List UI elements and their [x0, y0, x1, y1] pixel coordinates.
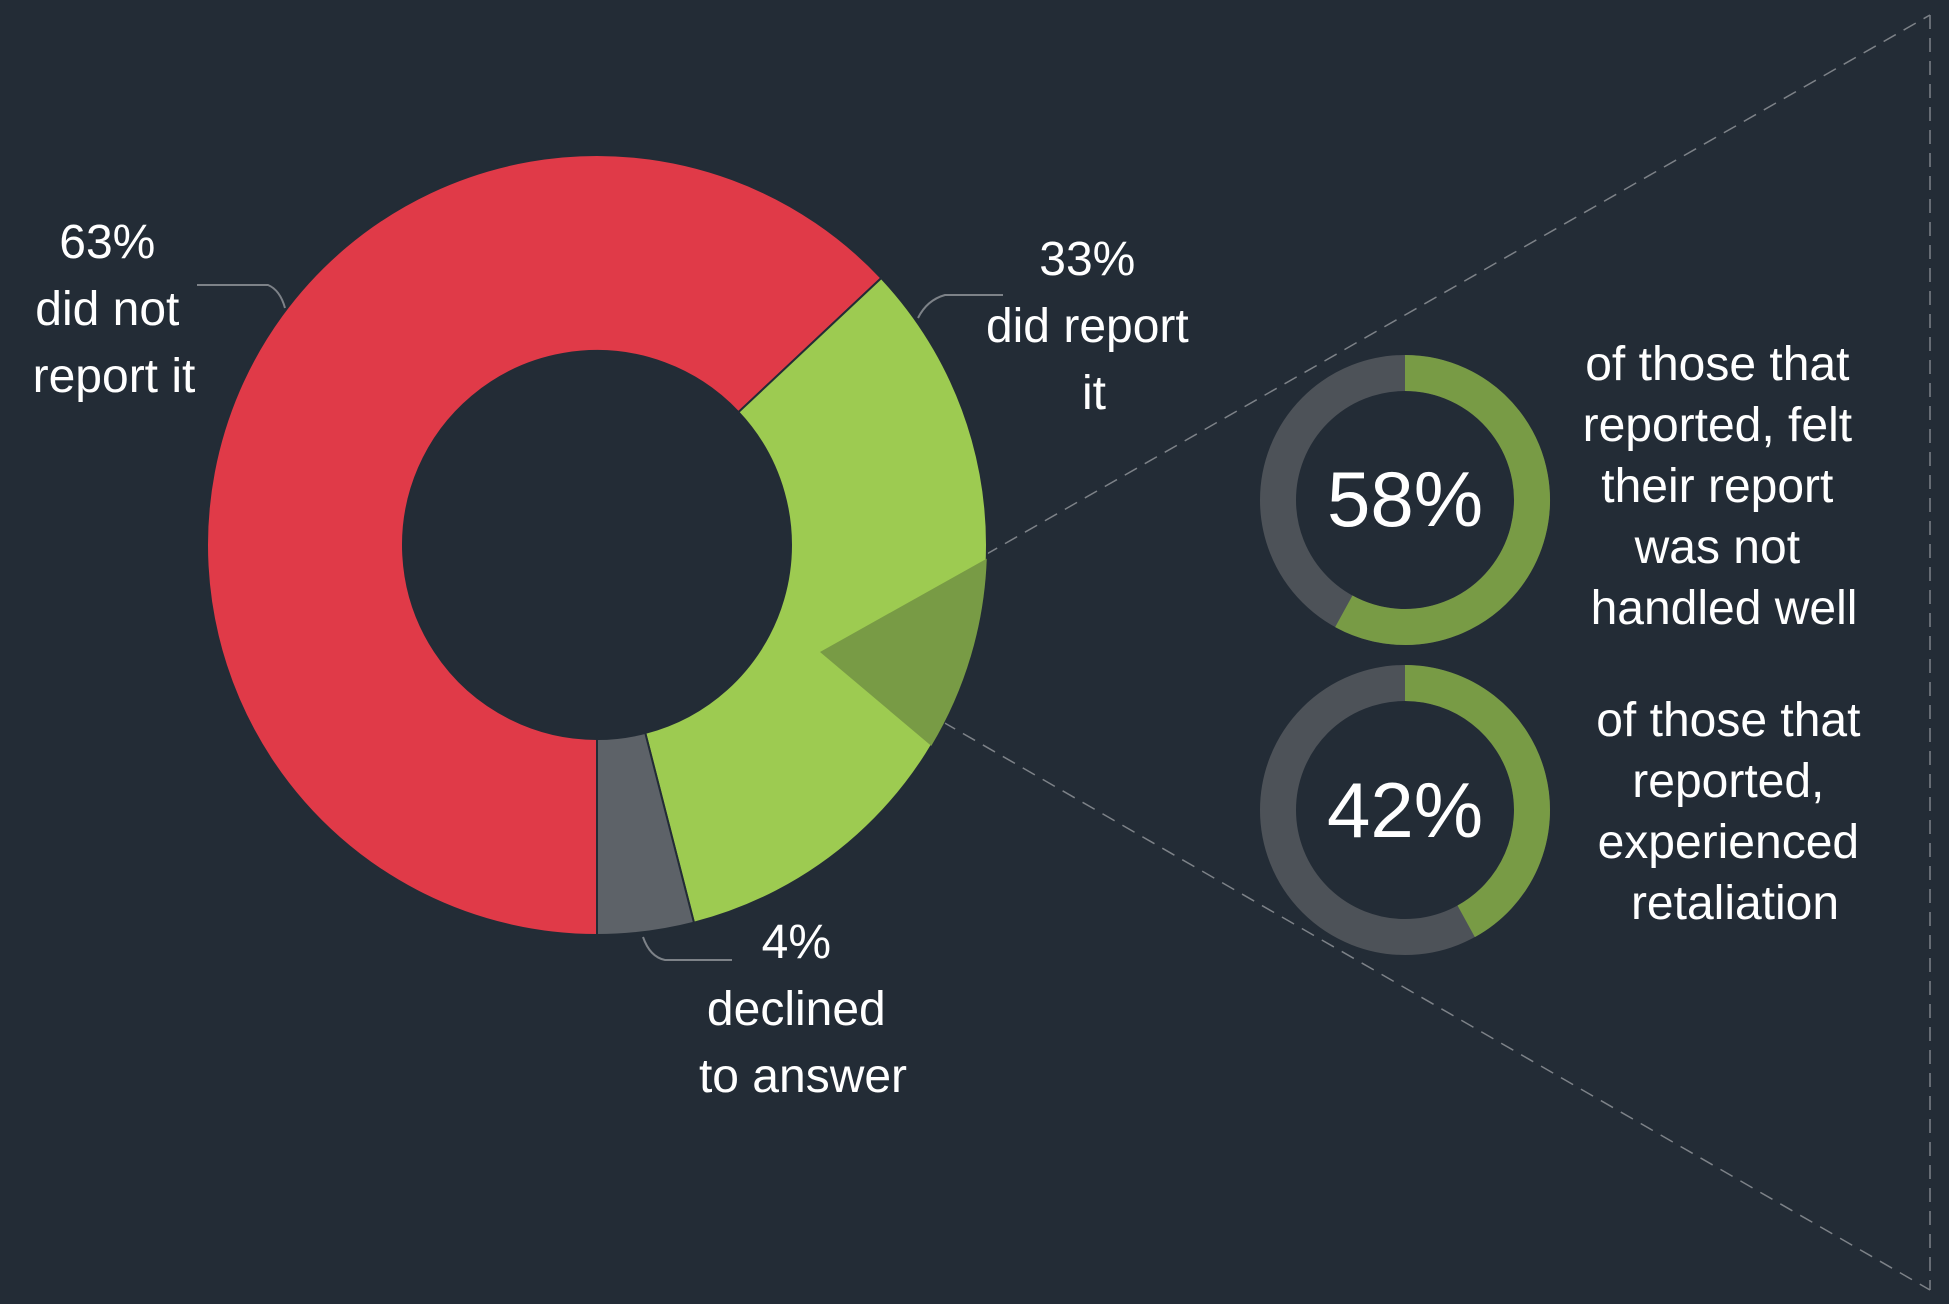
leader-line-declined: [642, 936, 732, 961]
label-did-not-report-line2: report it: [33, 350, 196, 403]
ring-fill-retaliation: [1404, 665, 1550, 938]
caption-retaliation: of those that reported, experienced reta…: [1596, 694, 1874, 930]
zoom-guide-upper: [984, 14, 1931, 556]
label-did-report-line1: did report: [986, 300, 1189, 353]
main-donut-chart: [206, 154, 988, 937]
label-declined-line2: to answer: [699, 1050, 907, 1103]
caption-not-handled-well-line2: reported, felt: [1583, 399, 1852, 452]
label-did-not-report-pct: 63%: [59, 216, 155, 269]
label-declined-line1: declined: [707, 983, 886, 1036]
leader-line-did-report: [917, 294, 1003, 319]
caption-not-handled-well-line1: of those that: [1585, 338, 1849, 391]
ring-value-not-handled-well: 58%: [1327, 455, 1483, 543]
ring-chart-not-handled-well: 58%: [1260, 355, 1550, 645]
slice-did-not-report: [206, 154, 883, 937]
slice-did-report: [644, 276, 988, 924]
ring-fill-not-handled-well: [1335, 355, 1550, 645]
ring-chart-retaliation: 42%: [1260, 665, 1550, 955]
leader-line-did-not-report: [197, 284, 286, 309]
label-did-report-line2: it: [1082, 367, 1106, 420]
caption-not-handled-well-line5: handled well: [1591, 582, 1858, 635]
ring-value-retaliation: 42%: [1327, 766, 1483, 854]
label-did-not-report-line1: did not: [35, 283, 179, 336]
label-did-not-report: 63% did not report it: [33, 216, 196, 403]
slice-declined: [596, 731, 696, 937]
caption-not-handled-well: of those that reported, felt their repor…: [1583, 338, 1866, 635]
slice-highlight-wedge: [820, 558, 987, 746]
caption-not-handled-well-line4: was not: [1634, 521, 1800, 574]
zoom-guide-lower: [942, 721, 1931, 1291]
caption-retaliation-line2: reported,: [1632, 755, 1824, 808]
caption-retaliation-line1: of those that: [1596, 694, 1860, 747]
caption-retaliation-line4: retaliation: [1631, 877, 1839, 930]
caption-retaliation-line3: experienced: [1598, 816, 1860, 869]
caption-not-handled-well-line3: their report: [1601, 460, 1833, 513]
label-declined-pct: 4%: [762, 916, 831, 969]
label-declined: 4% declined to answer: [699, 916, 907, 1103]
label-did-report-pct: 33%: [1039, 233, 1135, 286]
label-did-report: 33% did report it: [986, 233, 1202, 420]
